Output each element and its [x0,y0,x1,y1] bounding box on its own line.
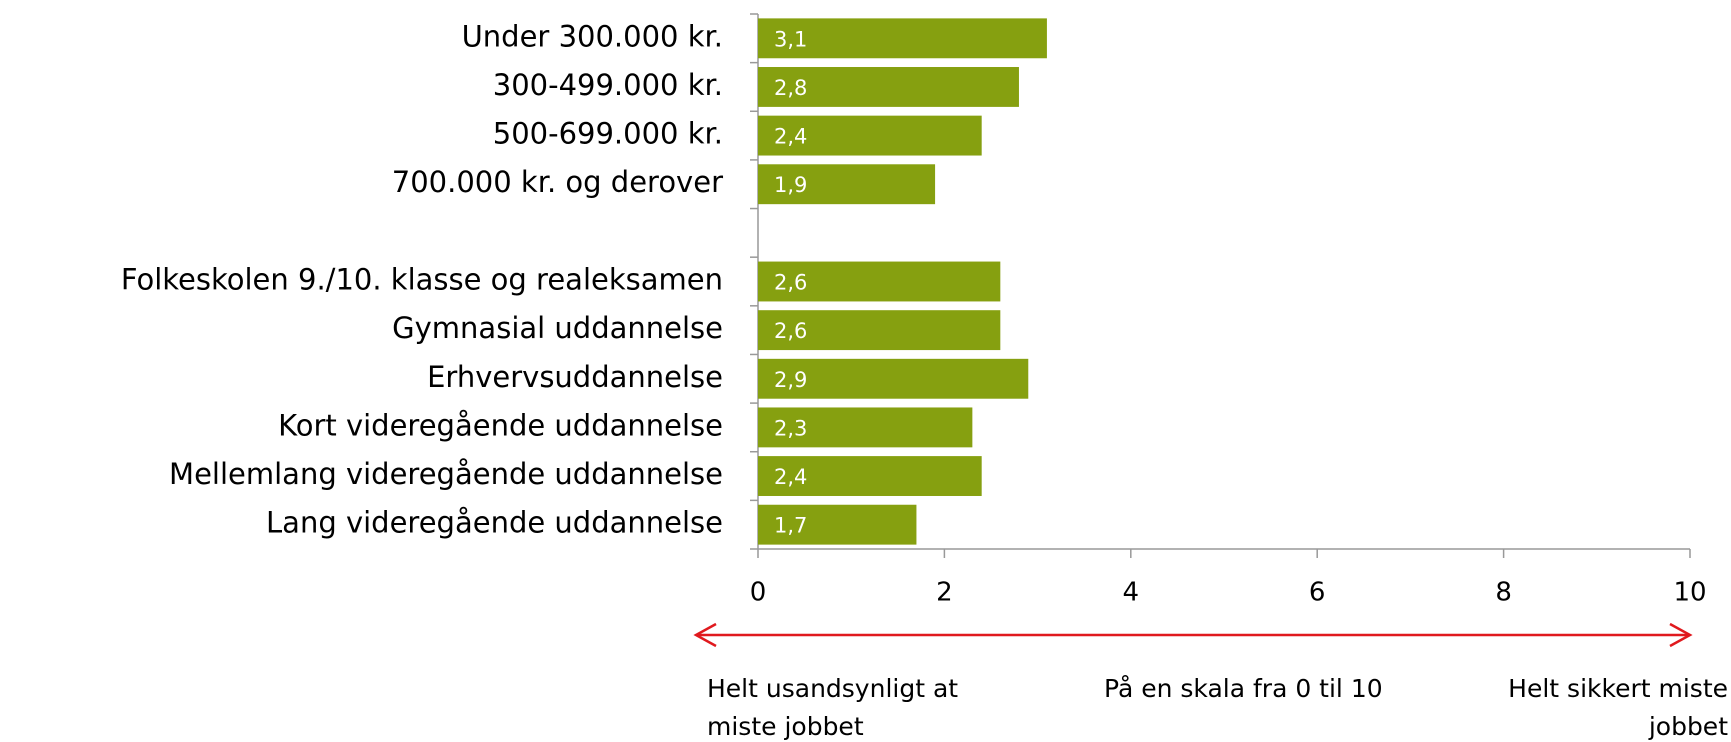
category-label: Erhvervsuddannelse [427,360,723,394]
value-label: 2,6 [774,271,807,295]
bar [758,67,1019,107]
annotation: miste jobbet [707,712,864,741]
value-label: 1,7 [774,514,807,538]
x-tick-label: 2 [936,578,953,608]
bar [758,407,973,448]
category-label: Gymnasial uddannelse [392,311,723,345]
bar [758,164,936,205]
annotation: På en skala fra 0 til 10 [1104,674,1383,703]
bar [758,310,1001,351]
x-tick-label: 4 [1123,578,1140,608]
value-label: 2,9 [774,368,807,392]
value-label: 2,8 [774,76,807,100]
category-label: Lang videregående uddannelse [266,506,723,540]
annotation: Helt sikkert miste [1508,674,1728,703]
value-label: 2,4 [774,125,807,149]
category-label: Under 300.000 kr. [462,19,723,53]
bar [758,504,917,545]
category-label: 300-499.000 kr. [493,68,723,102]
arrow-head [1669,622,1693,648]
category-label: 700.000 kr. og derover [392,165,723,199]
x-tick-label: 0 [750,578,767,608]
category-label: Folkeskolen 9./10. klasse og realeksamen [121,263,723,297]
bar [758,115,982,156]
value-label: 3,1 [774,27,807,51]
value-label: 2,3 [774,416,807,440]
x-tick-label: 6 [1309,578,1326,608]
annotation: jobbet [1648,712,1728,741]
value-label: 2,6 [774,319,807,343]
category-label: Mellemlang videregående uddannelse [169,457,723,491]
bar [758,358,1029,399]
value-label: 2,4 [774,465,807,489]
bar [758,456,982,496]
x-tick-label: 8 [1495,578,1512,608]
arrow-head [693,622,717,648]
annotation: Helt usandsynligt at [707,674,958,703]
x-tick-label: 10 [1673,578,1706,608]
bar [758,261,1001,302]
value-label: 1,9 [774,173,807,197]
bar [758,18,1047,59]
category-label: 500-699.000 kr. [493,117,723,151]
category-label: Kort videregående uddannelse [278,408,723,442]
